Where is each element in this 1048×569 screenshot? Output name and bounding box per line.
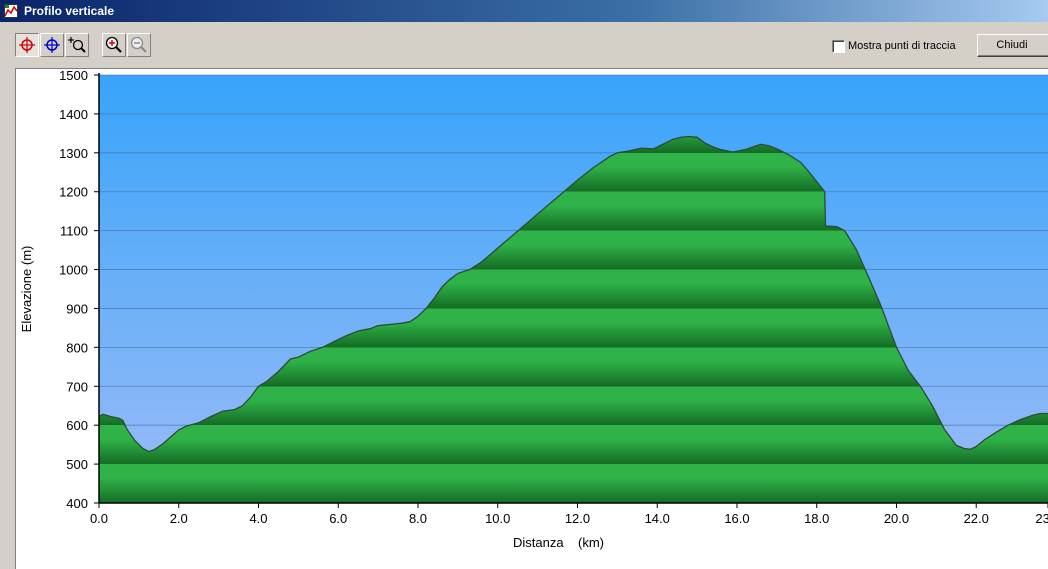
y-tick-label: 900 bbox=[66, 301, 88, 316]
select-blue-tool-button[interactable] bbox=[40, 33, 64, 57]
title-bar[interactable]: Profilo verticale bbox=[0, 0, 1048, 22]
x-tick-label: 0.0 bbox=[90, 511, 108, 526]
magnifier-plus-icon bbox=[68, 37, 86, 53]
y-tick-label: 500 bbox=[66, 457, 88, 472]
show-track-points-label: Mostra punti di traccia bbox=[848, 40, 956, 52]
elevation-profile-chart[interactable]: 400 500 600 700 800 900 1000 1100 1200 1300 1400 15… bbox=[16, 69, 1048, 569]
x-tick-label: 8.0 bbox=[409, 511, 427, 526]
elevation-outline bbox=[98, 135, 1048, 453]
elevation-area bbox=[99, 136, 1048, 503]
zoom-in-button[interactable] bbox=[102, 33, 126, 57]
y-axis-label: Elevazione (m) bbox=[19, 246, 34, 333]
y-tick-label: 600 bbox=[66, 418, 88, 433]
zoom-out-button[interactable] bbox=[127, 33, 151, 57]
window-title: Profilo verticale bbox=[24, 4, 115, 18]
x-tick-label: 12.0 bbox=[565, 511, 590, 526]
y-tick-label: 1500 bbox=[59, 69, 88, 83]
crosshair-red-icon bbox=[19, 37, 35, 53]
crosshair-blue-icon bbox=[44, 37, 60, 53]
x-tick-label: 2.0 bbox=[170, 511, 188, 526]
x-tick-label: 14.0 bbox=[645, 511, 670, 526]
show-track-points-checkbox[interactable] bbox=[832, 40, 845, 53]
elevation-chart-panel: 400 500 600 700 800 900 1000 1100 1200 1300 1400 15… bbox=[15, 68, 1048, 569]
x-tick-label: 20.0 bbox=[884, 511, 909, 526]
y-tick-label: 1300 bbox=[59, 146, 88, 161]
x-tick-label: 22.0 bbox=[964, 511, 989, 526]
x-tick-label: 10.0 bbox=[485, 511, 510, 526]
app-icon bbox=[4, 4, 18, 18]
y-tick-label: 800 bbox=[66, 340, 88, 355]
y-tick-label: 1100 bbox=[60, 224, 88, 239]
y-tick-label: 1000 bbox=[59, 263, 88, 278]
x-tick-label: 23.8 bbox=[1035, 511, 1048, 526]
zoom-out-icon bbox=[130, 36, 147, 53]
toolbar: Mostra punti di traccia Chiudi bbox=[0, 22, 1048, 68]
x-axis-label: Distanza (km) bbox=[513, 535, 604, 550]
y-tick-label: 400 bbox=[66, 496, 88, 511]
x-tick-label: 4.0 bbox=[249, 511, 267, 526]
zoom-in-icon bbox=[105, 36, 122, 53]
y-tick-label: 1200 bbox=[59, 185, 88, 200]
close-button[interactable]: Chiudi bbox=[977, 34, 1048, 57]
x-tick-label: 6.0 bbox=[329, 511, 347, 526]
y-tick-label: 700 bbox=[66, 379, 88, 394]
select-red-tool-button[interactable] bbox=[15, 33, 39, 57]
y-tick-label: 1400 bbox=[59, 107, 88, 122]
x-tick-label: 18.0 bbox=[804, 511, 829, 526]
zoom-box-tool-button[interactable] bbox=[65, 33, 89, 57]
x-tick-label: 16.0 bbox=[724, 511, 749, 526]
